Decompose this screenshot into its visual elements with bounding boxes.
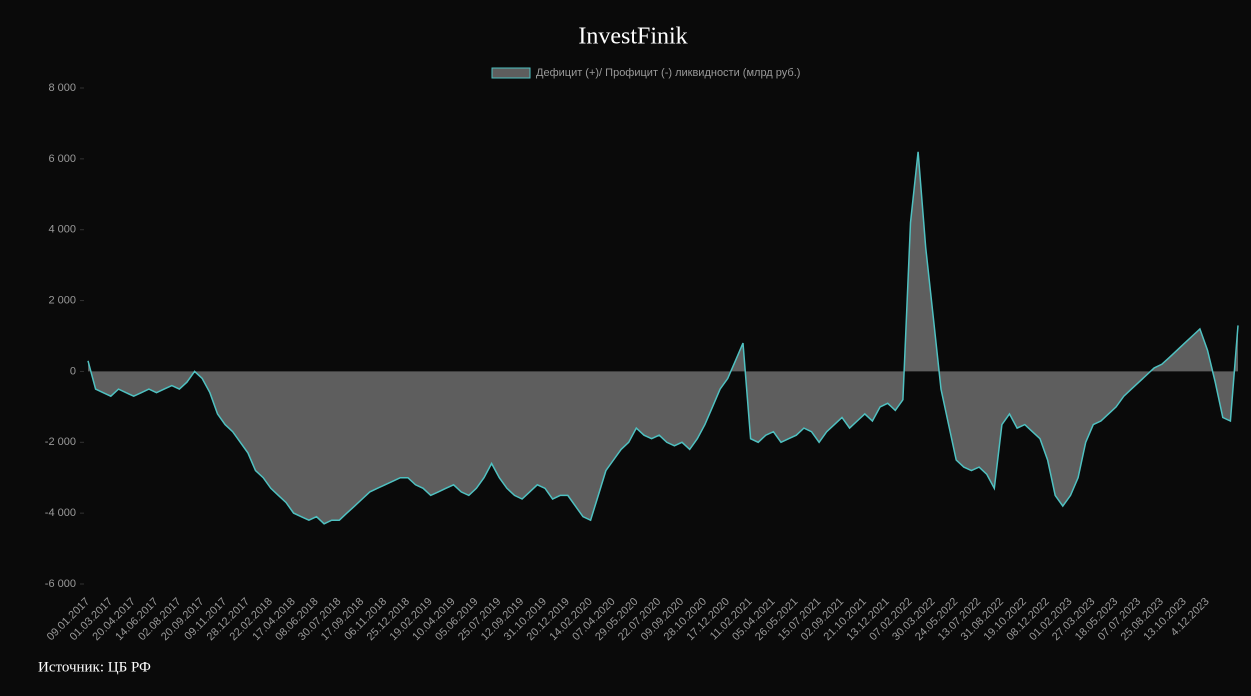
y-tick-label: 0 xyxy=(70,365,76,377)
source: Источник: ЦБ РФ xyxy=(38,659,151,675)
legend-swatch xyxy=(491,67,531,79)
y-tick-label: 6 000 xyxy=(48,153,76,165)
y-tick-label: -4 000 xyxy=(45,507,76,519)
chart-title: InvestFinik xyxy=(578,24,687,50)
y-tick-label: -2 000 xyxy=(45,436,76,448)
y-tick-label: -6 000 xyxy=(45,578,76,590)
y-tick-label: 8 000 xyxy=(48,82,76,94)
line xyxy=(87,151,1239,525)
y-tick-label: 4 000 xyxy=(48,224,76,236)
y-tick-label: 2 000 xyxy=(48,294,76,306)
legend-label: Дефицит (+)/ Профицит (-) ликвидности (м… xyxy=(536,67,800,79)
